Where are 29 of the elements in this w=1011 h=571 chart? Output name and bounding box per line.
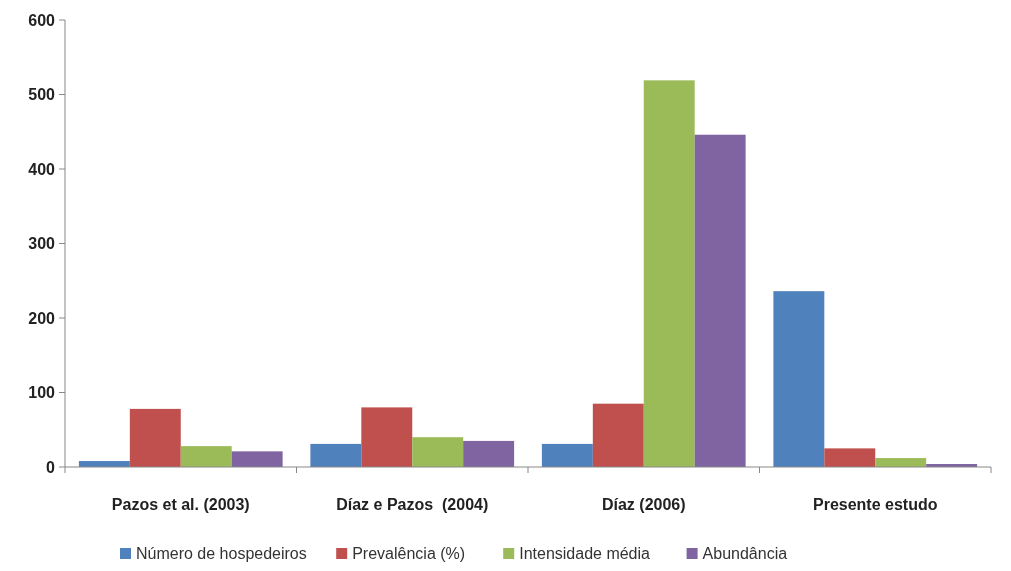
y-tick-label: 200 (28, 309, 56, 327)
bar (773, 291, 825, 467)
bar (643, 80, 695, 467)
bar (541, 443, 593, 467)
y-tick-label: 600 (28, 11, 56, 29)
x-tick-label: Presente estudo (813, 496, 938, 513)
bar (361, 407, 413, 467)
bar (310, 443, 362, 467)
y-tick-label: 0 (46, 458, 56, 476)
y-tick-label: 400 (28, 160, 56, 178)
bar (592, 403, 644, 467)
legend-label: Número de hospedeiros (136, 545, 307, 562)
bar (875, 458, 927, 467)
legend-label: Intensidade média (519, 545, 651, 562)
x-tick-label: Díaz (2006) (601, 496, 686, 513)
y-tick-label: 100 (28, 384, 56, 402)
legend-label: Abundância (702, 545, 788, 562)
y-tick-label: 500 (28, 86, 56, 104)
bar (412, 437, 464, 467)
y-tick-label: 300 (28, 235, 56, 253)
bar (694, 134, 746, 467)
bar (463, 440, 515, 467)
x-tick-label: Pazos et al. (2003) (111, 496, 250, 513)
legend-label: Prevalência (%) (352, 545, 466, 562)
bar (180, 446, 232, 467)
x-tick-label: Díaz e Pazos (2004) (336, 496, 489, 513)
bar (824, 448, 876, 467)
bar (129, 408, 181, 467)
bar (231, 451, 283, 467)
